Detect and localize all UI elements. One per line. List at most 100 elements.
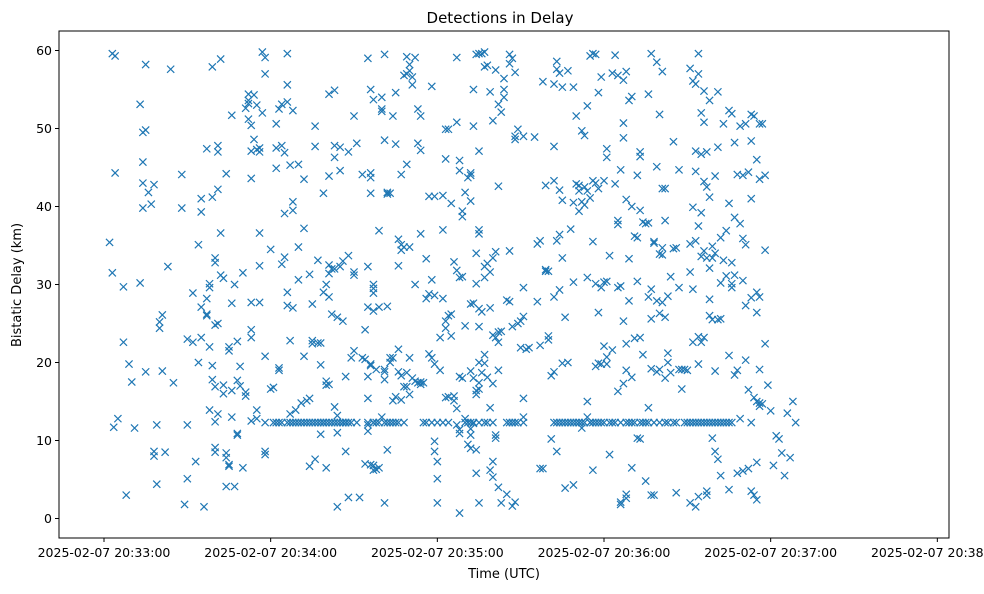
data-point bbox=[261, 53, 270, 62]
data-point bbox=[583, 397, 592, 406]
data-point bbox=[277, 141, 286, 150]
data-point bbox=[694, 69, 703, 78]
data-point bbox=[469, 122, 478, 131]
data-point bbox=[469, 374, 478, 383]
data-point bbox=[183, 335, 192, 344]
data-point bbox=[208, 62, 217, 71]
y-tick-label: 30 bbox=[36, 277, 52, 292]
data-point bbox=[208, 193, 217, 202]
x-axis-ticks: 2025-02-07 20:33:00 2025-02-07 20:34:00 20… bbox=[38, 538, 984, 560]
data-point bbox=[274, 363, 284, 372]
data-point bbox=[466, 424, 475, 433]
data-point bbox=[705, 193, 714, 202]
data-point bbox=[691, 147, 700, 156]
data-point bbox=[688, 285, 697, 294]
data-point bbox=[316, 360, 325, 369]
data-point bbox=[330, 264, 339, 273]
data-point bbox=[111, 51, 120, 60]
data-point bbox=[588, 466, 597, 475]
data-point bbox=[152, 480, 161, 489]
data-point bbox=[591, 279, 600, 288]
data-point bbox=[305, 462, 314, 471]
data-point bbox=[761, 171, 770, 180]
data-point bbox=[255, 147, 264, 156]
data-point bbox=[441, 317, 450, 326]
data-point bbox=[402, 382, 411, 391]
data-point bbox=[213, 409, 222, 419]
data-point bbox=[324, 172, 334, 181]
data-point bbox=[530, 133, 539, 142]
data-point bbox=[663, 349, 672, 358]
data-point bbox=[488, 379, 497, 388]
data-point bbox=[249, 135, 259, 144]
data-point bbox=[363, 54, 372, 63]
data-point bbox=[349, 267, 359, 277]
data-point bbox=[555, 69, 564, 78]
data-point bbox=[511, 68, 520, 77]
data-point bbox=[724, 199, 734, 208]
data-point bbox=[738, 276, 747, 285]
data-point bbox=[652, 58, 661, 67]
data-point bbox=[683, 366, 692, 375]
data-point bbox=[769, 461, 778, 470]
data-point bbox=[433, 457, 442, 466]
data-point bbox=[486, 466, 495, 475]
data-point bbox=[616, 282, 625, 291]
data-point bbox=[624, 296, 634, 305]
data-point bbox=[324, 380, 334, 389]
data-point bbox=[452, 53, 461, 62]
data-points bbox=[105, 48, 800, 518]
data-point bbox=[538, 464, 547, 473]
data-point bbox=[455, 156, 464, 165]
data-point bbox=[288, 106, 297, 115]
data-point bbox=[247, 174, 256, 183]
data-point bbox=[583, 101, 592, 110]
data-point bbox=[619, 119, 628, 128]
data-point bbox=[719, 256, 728, 265]
data-point bbox=[355, 493, 364, 502]
data-point bbox=[283, 97, 292, 107]
data-point bbox=[758, 399, 767, 408]
data-point bbox=[313, 256, 322, 265]
data-point bbox=[513, 125, 522, 134]
data-point bbox=[711, 367, 720, 376]
data-point bbox=[299, 224, 309, 233]
data-point bbox=[663, 292, 672, 301]
data-point bbox=[461, 321, 470, 330]
data-point bbox=[622, 339, 631, 348]
data-point bbox=[763, 381, 772, 390]
data-point bbox=[441, 154, 450, 163]
data-point bbox=[655, 250, 664, 259]
data-point bbox=[788, 397, 797, 406]
data-point bbox=[149, 447, 159, 456]
data-point bbox=[697, 108, 706, 117]
data-point bbox=[486, 403, 495, 412]
data-point bbox=[330, 86, 339, 95]
data-point bbox=[747, 487, 756, 496]
data-point bbox=[472, 390, 481, 399]
data-point bbox=[199, 502, 209, 511]
data-point bbox=[383, 188, 392, 197]
data-point bbox=[677, 384, 686, 394]
data-point bbox=[591, 179, 600, 188]
data-point bbox=[474, 322, 484, 331]
data-point bbox=[691, 502, 700, 511]
data-point bbox=[158, 310, 167, 319]
data-point bbox=[274, 418, 284, 427]
data-point bbox=[288, 206, 297, 215]
data-point bbox=[261, 450, 270, 459]
y-tick-label: 40 bbox=[36, 199, 52, 214]
data-point bbox=[277, 100, 286, 109]
data-point bbox=[299, 175, 309, 184]
data-point bbox=[383, 302, 392, 311]
data-point bbox=[363, 420, 372, 429]
data-point bbox=[474, 384, 484, 394]
data-point bbox=[549, 176, 559, 185]
data-point bbox=[758, 119, 767, 128]
data-point bbox=[205, 342, 214, 351]
data-point bbox=[422, 294, 431, 303]
data-point bbox=[416, 111, 425, 121]
data-point bbox=[119, 282, 128, 291]
data-point bbox=[649, 239, 659, 248]
data-point bbox=[691, 80, 700, 89]
